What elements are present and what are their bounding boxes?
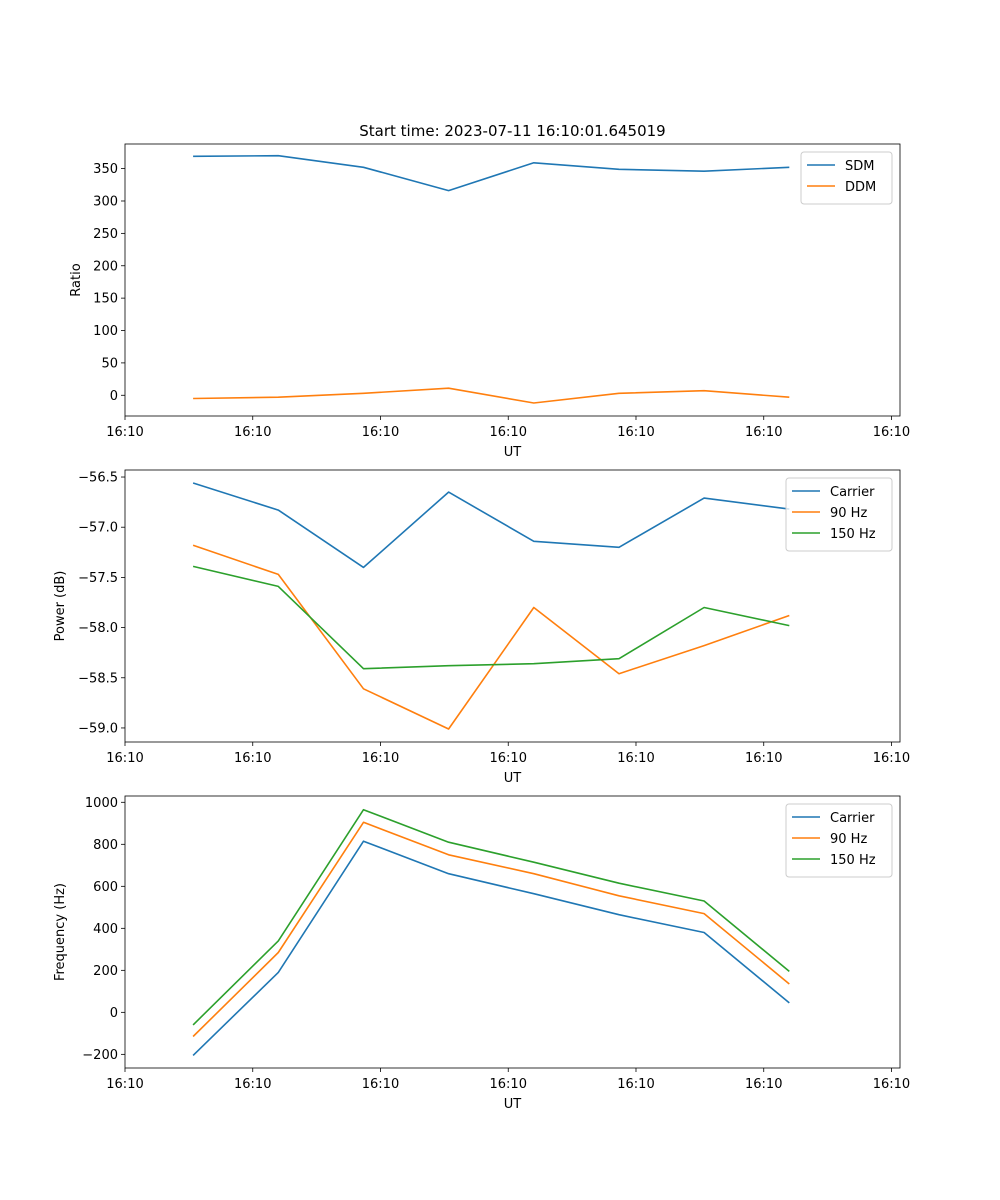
x-tick-label: 16:10 xyxy=(873,751,910,766)
x-tick-label: 16:10 xyxy=(745,425,782,440)
x-tick-label: 16:10 xyxy=(362,751,399,766)
x-tick-label: 16:10 xyxy=(873,1077,910,1092)
y-axis-label: Power (dB) xyxy=(53,571,68,642)
y-tick-label: 200 xyxy=(93,964,118,979)
y-tick-label: −57.5 xyxy=(78,571,118,586)
x-tick-label: 16:10 xyxy=(362,1077,399,1092)
x-tick-label: 16:10 xyxy=(106,425,143,440)
chart-panel-1: Start time: 2023-07-11 16:10:01.645019 16… xyxy=(69,122,910,460)
axes-frame xyxy=(124,143,901,417)
y-tick-label: 600 xyxy=(93,880,118,895)
y-tick-label: −57.0 xyxy=(78,521,118,536)
y-tick-label: 800 xyxy=(93,838,118,853)
x-tick-label: 16:10 xyxy=(873,425,910,440)
x-tick-label: 16:10 xyxy=(490,751,527,766)
y-tick-label: −58.5 xyxy=(78,671,118,686)
series-line-90-hz xyxy=(192,821,790,1038)
legend-label: 150 Hz xyxy=(830,527,876,542)
series-line-ddm xyxy=(193,387,790,404)
chart-panel-3: 16:10 16:10 16:10 16:10 16:10 16:10 16:10 −200 0… xyxy=(53,795,910,1112)
y-tick-label: 300 xyxy=(93,194,118,209)
y-tick-label: 0 xyxy=(110,389,118,404)
x-tick-label: 16:10 xyxy=(234,425,271,440)
legend-label: 90 Hz xyxy=(830,506,867,521)
y-tick-label: 1000 xyxy=(85,796,118,811)
legend: Carrier 90 Hz 150 Hz xyxy=(785,477,893,552)
y-tick-label: −58.0 xyxy=(78,621,118,636)
x-tick-label: 16:10 xyxy=(234,1077,271,1092)
x-tick-label: 16:10 xyxy=(617,751,654,766)
x-tick-label: 16:10 xyxy=(362,425,399,440)
x-tick-label: 16:10 xyxy=(106,1077,143,1092)
legend-label: SDM xyxy=(845,159,874,174)
x-tick-label: 16:10 xyxy=(617,1077,654,1092)
series-line-150-hz xyxy=(192,565,790,670)
x-tick-label: 16:10 xyxy=(234,751,271,766)
x-tick-label: 16:10 xyxy=(617,425,654,440)
y-axis-label: Ratio xyxy=(69,263,84,296)
y-axis-label: Frequency (Hz) xyxy=(53,883,68,981)
y-tick-label: 100 xyxy=(93,324,118,339)
series-line-sdm xyxy=(193,154,790,192)
series-line-90-hz xyxy=(192,544,790,730)
axes-frame xyxy=(124,795,901,1069)
y-tick-label: 400 xyxy=(93,922,118,937)
x-tick-label: 16:10 xyxy=(745,751,782,766)
legend-label: Carrier xyxy=(830,485,875,500)
x-tick-label: 16:10 xyxy=(490,1077,527,1092)
x-axis-label: UT xyxy=(504,1097,522,1112)
series-line-carrier xyxy=(192,482,790,569)
y-tick-label: −200 xyxy=(82,1048,118,1063)
y-tick-label: 250 xyxy=(93,227,118,242)
legend: Carrier 90 Hz 150 Hz xyxy=(785,803,893,878)
x-axis-label: UT xyxy=(504,771,522,786)
y-tick-label: −56.5 xyxy=(78,471,118,486)
y-tick-label: 200 xyxy=(93,259,118,274)
x-tick-label: 16:10 xyxy=(106,751,143,766)
y-tick-label: 150 xyxy=(93,292,118,307)
y-tick-label: 350 xyxy=(93,162,118,177)
series-line-150-hz xyxy=(192,808,790,1026)
legend: SDM DDM xyxy=(800,151,893,205)
legend-label: 90 Hz xyxy=(830,832,867,847)
series-line-carrier xyxy=(192,840,790,1056)
x-tick-label: 16:10 xyxy=(490,425,527,440)
y-tick-label: −59.0 xyxy=(78,721,118,736)
legend-label: DDM xyxy=(845,180,876,195)
chart-title: Start time: 2023-07-11 16:10:01.645019 xyxy=(359,122,665,140)
legend-label: 150 Hz xyxy=(830,853,876,868)
legend-label: Carrier xyxy=(830,811,875,826)
y-tick-label: 50 xyxy=(101,356,118,371)
axes-frame xyxy=(124,469,901,743)
chart-panel-2: 16:10 16:10 16:10 16:10 16:10 16:10 16:10 −59.0… xyxy=(53,469,910,786)
x-tick-label: 16:10 xyxy=(745,1077,782,1092)
x-axis-label: UT xyxy=(504,445,522,460)
y-tick-label: 0 xyxy=(110,1006,118,1021)
